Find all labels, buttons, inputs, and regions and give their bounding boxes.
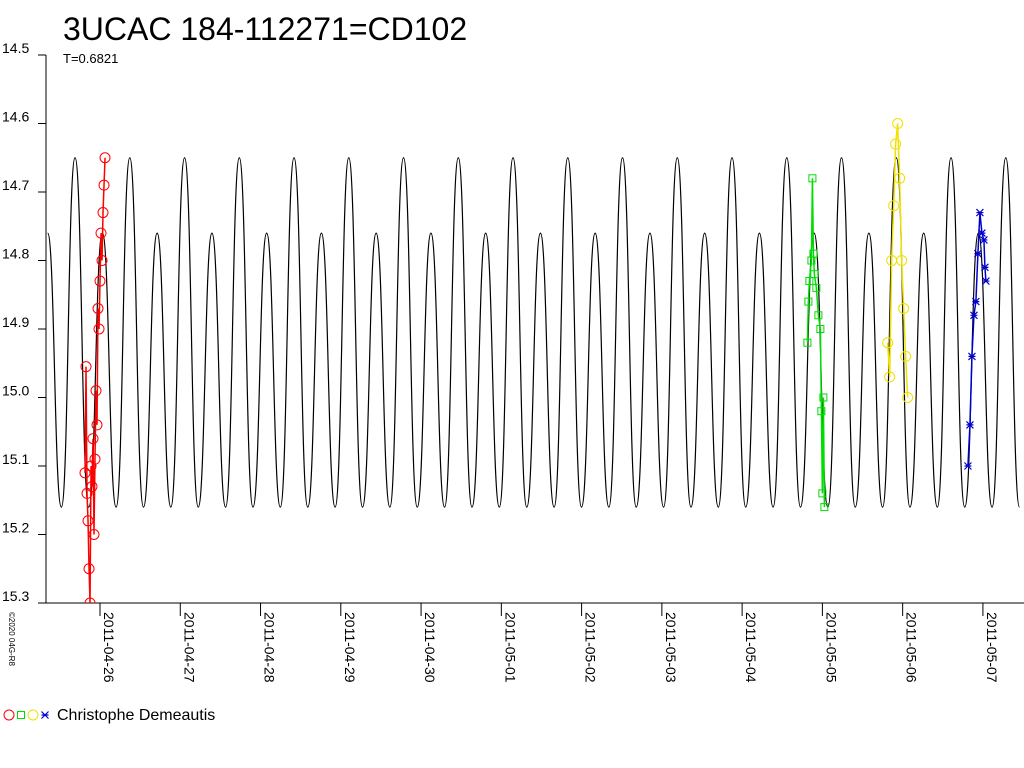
x-tick-label: 2011-05-04 [743,612,759,683]
x-tick-label: 2011-04-29 [342,612,358,683]
legend-symbol [41,711,49,719]
data-point [89,453,101,465]
x-tick-label: 2011-05-05 [823,612,839,683]
data-point [814,311,823,320]
data-point [90,385,102,397]
data-point [93,323,105,335]
data-point [83,563,95,575]
data-point [810,270,819,279]
x-tick-label: 2011-05-03 [663,612,679,683]
x-tick-label: 2011-04-27 [181,612,197,683]
plot-area [47,118,1021,603]
data-point [87,433,99,445]
data-point [86,481,98,493]
data-point [979,236,988,244]
y-tick-label: 14.7 [2,177,29,193]
x-tick-label: 2011-05-07 [984,612,1000,683]
data-point [98,179,110,191]
x-tick-label: 2011-05-06 [904,612,920,683]
data-point [805,277,814,286]
data-point [99,152,111,164]
data-point [973,249,982,258]
data-point [808,174,817,183]
data-point [80,361,92,373]
series-line [84,157,106,603]
data-point [902,392,914,403]
y-tick-label: 15.3 [2,588,29,604]
y-tick-label: 14.9 [2,314,29,330]
legend-marker [3,709,15,721]
model-curve [47,157,1021,508]
legend-marker [17,711,25,719]
data-point [820,503,829,512]
data-point [981,263,989,272]
data-point [977,229,986,238]
data-point [888,200,900,212]
data-point [91,419,103,431]
data-point [968,352,976,361]
data-point [816,325,825,333]
data-point [812,283,821,292]
data-point [92,302,104,314]
x-tick-label: 2011-05-02 [583,612,599,683]
data-point [94,275,106,287]
data-point [88,529,100,540]
legend-label: Christophe Demeautis [57,707,215,724]
data-point [884,371,896,383]
data-point [84,597,96,603]
credit: ©2020 04G-R8 [7,612,16,666]
data-point [95,227,107,239]
series-line [967,212,987,467]
data-point [966,420,974,429]
data-point [975,208,984,217]
y-tick-label: 15.0 [2,383,29,399]
data-point [900,350,912,362]
data-point [890,138,902,150]
data-point [894,172,906,184]
subtitle: T=0.6821 [63,51,118,66]
legend-marker [41,711,49,719]
x-tick-label: 2011-05-01 [502,612,518,683]
data-point [97,207,109,219]
data-point [970,311,978,320]
data-point [803,338,812,347]
data-point [817,407,826,416]
data-point [964,462,972,470]
data-point [892,118,904,129]
y-tick-label: 14.6 [2,109,29,125]
data-point [79,467,91,479]
legend-symbol [17,711,25,719]
legend-symbol [27,709,39,721]
chart-title: 3UCAC 184-112271=CD102 [63,11,467,47]
data-point [96,255,108,266]
y-tick-label: 14.5 [2,40,29,56]
data-point [82,515,94,527]
legend-marker [27,709,39,721]
data-point [809,249,818,258]
y-tick-label: 15.1 [2,451,29,467]
legend-symbol [3,709,15,721]
data-point [85,460,97,472]
x-tick-label: 2011-04-26 [101,612,117,683]
data-point [982,277,990,285]
data-point [971,297,980,306]
x-tick-label: 2011-04-28 [262,612,278,683]
y-tick-label: 15.2 [2,520,29,536]
data-point [804,297,813,306]
data-point [818,489,827,498]
x-tick-label: 2011-04-30 [422,612,438,683]
data-point [819,393,828,402]
data-point [898,302,910,314]
series-line [886,123,909,398]
y-tick-label: 14.8 [2,246,29,262]
data-point [896,255,908,266]
data-point [882,337,894,349]
series-line [806,178,826,508]
